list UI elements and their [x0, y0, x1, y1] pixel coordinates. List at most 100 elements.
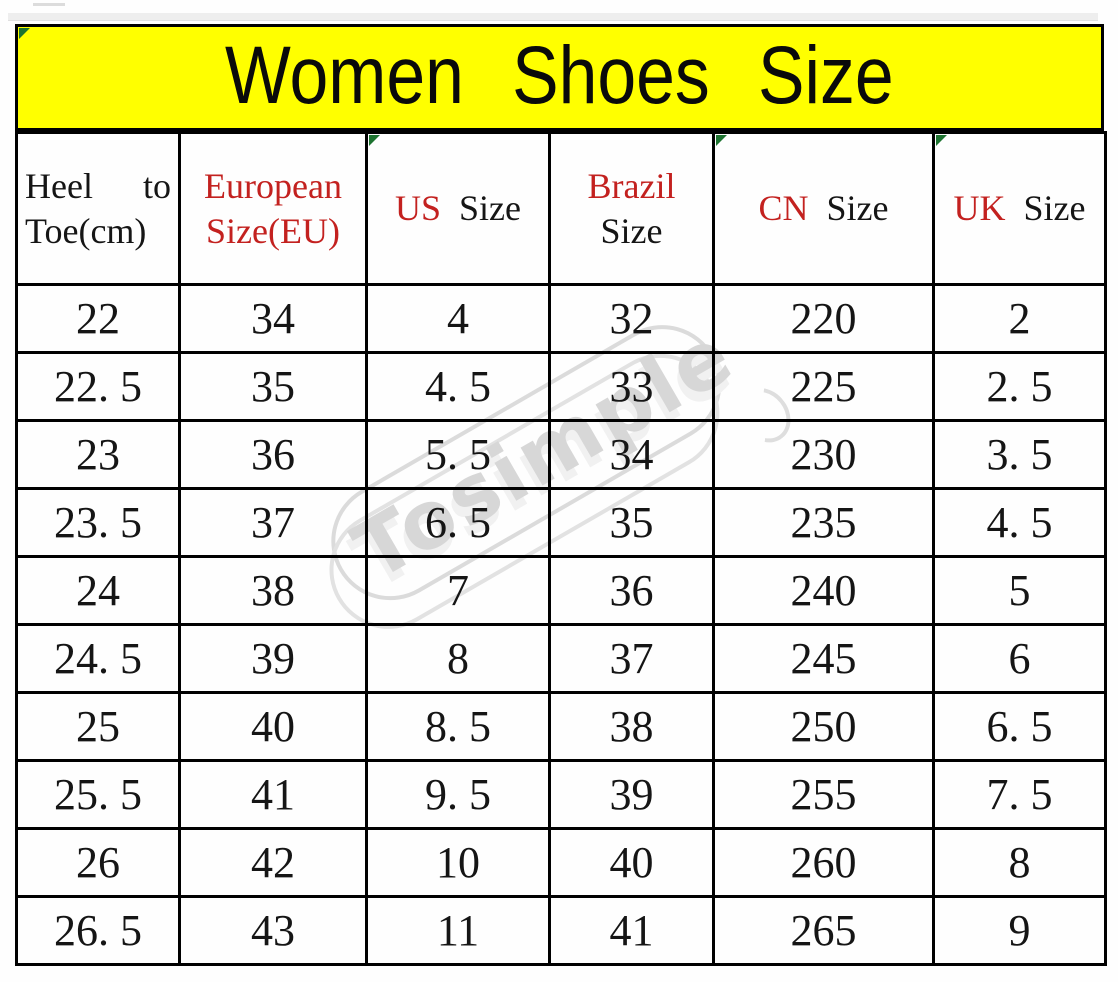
gridline-artifact-dash — [33, 3, 65, 6]
table-row: 22. 5 35 4. 5 33 225 2. 5 — [15, 351, 1107, 422]
cell-brazil-size: 38 — [548, 691, 715, 762]
header-label: Size — [808, 188, 889, 228]
cell-uk-size: 9 — [932, 895, 1107, 966]
cell-us-size: 5. 5 — [365, 419, 551, 490]
cell-cn-size: 260 — [712, 827, 935, 898]
cell-us-size: 7 — [365, 555, 551, 626]
header-label: Brazil — [587, 165, 676, 206]
cell-uk-size: 6 — [932, 623, 1107, 694]
cell-brazil-size: 34 — [548, 419, 715, 490]
cell-cn-size: 265 — [712, 895, 935, 966]
header-uk-size: UK Size — [932, 131, 1107, 286]
header-line: UK Size — [935, 186, 1104, 231]
table-row: 23. 5 37 6. 5 35 235 4. 5 — [15, 487, 1107, 558]
header-line: Heel to — [18, 164, 178, 209]
cell-heel-to-toe-cm: 26. 5 — [15, 895, 181, 966]
table-row: 24 38 7 36 240 5 — [15, 555, 1107, 626]
cell-heel-to-toe-cm: 25. 5 — [15, 759, 181, 830]
header-label: UK — [953, 188, 1006, 228]
header-heel-to-toe-cm: Heel to Toe(cm) — [15, 131, 181, 286]
table-row: 25 40 8. 5 38 250 6. 5 — [15, 691, 1107, 762]
cell-heel-to-toe-cm: 22 — [15, 283, 181, 354]
cell-brazil-size: 35 — [548, 487, 715, 558]
header-label: Toe(cm) — [25, 210, 147, 251]
header-label: CN — [758, 188, 809, 228]
header-label: Size — [1005, 188, 1086, 228]
cell-cn-size: 245 — [712, 623, 935, 694]
cell-european-size-eu: 36 — [178, 419, 368, 490]
cell-us-size: 4 — [365, 283, 551, 354]
cell-uk-size: 7. 5 — [932, 759, 1107, 830]
cell-heel-to-toe-cm: 24. 5 — [15, 623, 181, 694]
header-line: US Size — [368, 186, 548, 231]
green-corner-marker-icon — [19, 28, 30, 39]
cell-uk-size: 6. 5 — [932, 691, 1107, 762]
header-label: to — [142, 165, 171, 206]
table-row: 26. 5 43 11 41 265 9 — [15, 895, 1107, 966]
header-label: Heel — [25, 165, 93, 206]
cell-cn-size: 235 — [712, 487, 935, 558]
header-line: Size — [551, 209, 712, 254]
header-label: Size — [600, 210, 663, 251]
cell-uk-size: 4. 5 — [932, 487, 1107, 558]
cell-european-size-eu: 38 — [178, 555, 368, 626]
cell-brazil-size: 37 — [548, 623, 715, 694]
cell-european-size-eu: 41 — [178, 759, 368, 830]
header-label: Size — [441, 188, 521, 228]
green-corner-marker-icon — [716, 135, 727, 146]
header-european-size-eu: European Size(EU) — [178, 131, 368, 286]
header-line: Size(EU) — [181, 209, 365, 254]
cell-brazil-size: 32 — [548, 283, 715, 354]
header-cn-size: CN Size — [712, 131, 935, 286]
cell-us-size: 4. 5 — [365, 351, 551, 422]
cell-heel-to-toe-cm: 23 — [15, 419, 181, 490]
cell-heel-to-toe-cm: 26 — [15, 827, 181, 898]
cell-brazil-size: 40 — [548, 827, 715, 898]
cell-us-size: 6. 5 — [365, 487, 551, 558]
cell-cn-size: 240 — [712, 555, 935, 626]
cell-cn-size: 230 — [712, 419, 935, 490]
header-us-size: US Size — [365, 131, 551, 286]
cell-us-size: 10 — [365, 827, 551, 898]
page-title: Women Shoes Size — [225, 29, 894, 121]
header-label: European — [204, 165, 342, 206]
table-row: 25. 5 41 9. 5 39 255 7. 5 — [15, 759, 1107, 830]
table-row: 24. 5 39 8 37 245 6 — [15, 623, 1107, 694]
cell-cn-size: 220 — [712, 283, 935, 354]
cell-brazil-size: 33 — [548, 351, 715, 422]
cell-cn-size: 255 — [712, 759, 935, 830]
header-brazil-size: Brazil Size — [548, 131, 715, 286]
table-header: Heel to Toe(cm) European Size(EU) US Size Braz… — [15, 131, 1107, 286]
cell-european-size-eu: 35 — [178, 351, 368, 422]
header-line: CN Size — [715, 186, 932, 231]
cell-european-size-eu: 42 — [178, 827, 368, 898]
cell-uk-size: 2 — [932, 283, 1107, 354]
cell-us-size: 11 — [365, 895, 551, 966]
cell-heel-to-toe-cm: 24 — [15, 555, 181, 626]
header-line: European — [181, 164, 365, 209]
header-line: Brazil — [551, 164, 712, 209]
header-label: Size(EU) — [206, 210, 340, 251]
cell-uk-size: 8 — [932, 827, 1107, 898]
table-row: 26 42 10 40 260 8 — [15, 827, 1107, 898]
cell-brazil-size: 41 — [548, 895, 715, 966]
green-corner-marker-icon — [369, 135, 380, 146]
cell-brazil-size: 36 — [548, 555, 715, 626]
cell-us-size: 9. 5 — [365, 759, 551, 830]
cell-us-size: 8. 5 — [365, 691, 551, 762]
cell-brazil-size: 39 — [548, 759, 715, 830]
cell-cn-size: 250 — [712, 691, 935, 762]
green-corner-marker-icon — [936, 135, 947, 146]
cell-heel-to-toe-cm: 25 — [15, 691, 181, 762]
header-row: Heel to Toe(cm) European Size(EU) US Size Braz… — [15, 131, 1107, 286]
cell-european-size-eu: 34 — [178, 283, 368, 354]
cell-uk-size: 5 — [932, 555, 1107, 626]
spreadsheet-gridline-artifact — [8, 13, 1098, 21]
cell-heel-to-toe-cm: 23. 5 — [15, 487, 181, 558]
cell-european-size-eu: 43 — [178, 895, 368, 966]
cell-uk-size: 2. 5 — [932, 351, 1107, 422]
cell-cn-size: 225 — [712, 351, 935, 422]
cell-uk-size: 3. 5 — [932, 419, 1107, 490]
